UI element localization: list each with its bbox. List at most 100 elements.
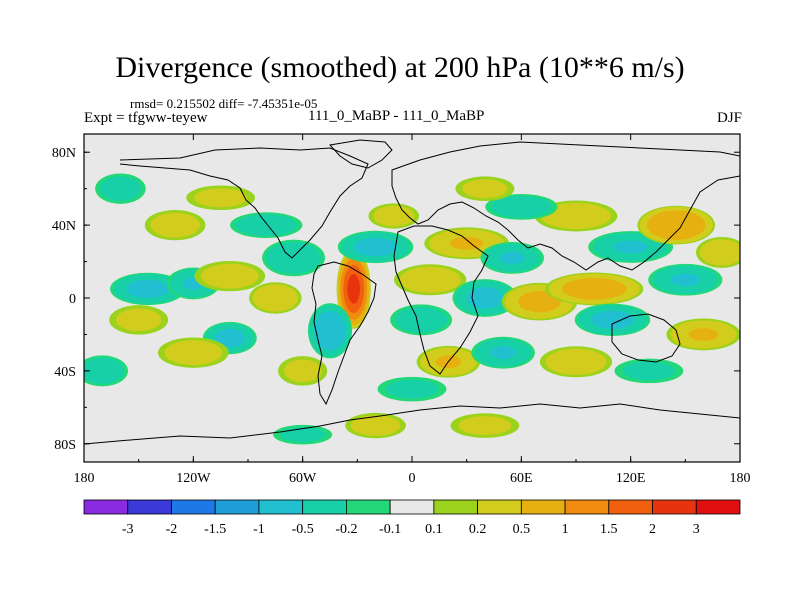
eurasia-coast xyxy=(391,141,740,271)
antarctica-coast xyxy=(84,403,740,462)
divergence-feature xyxy=(450,413,520,438)
divergence-feature xyxy=(471,336,535,369)
divergence-contour xyxy=(350,415,401,436)
colorbar-swatch xyxy=(302,499,347,515)
divergence-contour xyxy=(150,212,200,238)
colorbar-swatch xyxy=(520,499,566,515)
colorbar-label: 1.5 xyxy=(600,522,618,537)
divergence-contour xyxy=(99,176,142,202)
divergence-contour xyxy=(84,357,125,385)
x-tick-label: 180 xyxy=(74,471,95,486)
divergence-contour xyxy=(518,290,561,313)
divergence-feature xyxy=(452,279,518,317)
divergence-contour xyxy=(115,308,162,332)
divergence-feature xyxy=(695,236,740,268)
x-tick-label: 180 xyxy=(730,471,751,486)
divergence-feature xyxy=(337,230,414,264)
divergence-feature xyxy=(230,212,303,239)
colorbar-swatch xyxy=(171,499,216,515)
x-tick-label: 60W xyxy=(289,471,317,486)
colorbar-label: -2 xyxy=(166,522,178,537)
colorbar-swatch xyxy=(258,499,304,515)
divergence-feature xyxy=(666,318,740,351)
divergence-feature xyxy=(648,263,723,296)
season-label: DJF xyxy=(716,110,742,126)
divergence-contour xyxy=(373,205,415,227)
divergence-contour xyxy=(399,266,461,293)
y-tick-label: 40N xyxy=(52,219,76,234)
divergence-feature xyxy=(545,272,644,306)
colorbar-swatch xyxy=(695,499,741,515)
divergence-contour xyxy=(688,328,719,341)
divergence-contour xyxy=(458,416,512,436)
colorbar-label: 0.5 xyxy=(513,522,531,537)
divergence-contour xyxy=(394,306,448,334)
divergence-contour xyxy=(699,239,740,266)
divergence-feature xyxy=(273,424,333,445)
divergence-feature xyxy=(307,303,353,359)
divergence-contour xyxy=(449,237,484,250)
colorbar-label: 3 xyxy=(693,522,700,537)
colorbar-label: -1 xyxy=(253,522,265,537)
divergence-feature xyxy=(84,355,129,387)
axes: 180 120W 60W 0 60E 120E 180 80N 40N 0 40S 80S xyxy=(52,134,751,486)
divergence-contour xyxy=(314,311,346,351)
chart-title: Divergence (smoothed) at 200 hPa (10**6 … xyxy=(115,51,685,84)
x-tick-label: 60E xyxy=(510,471,533,486)
divergence-contour xyxy=(283,359,322,383)
divergence-contour xyxy=(462,179,508,199)
divergence-contour xyxy=(622,361,676,381)
divergence-feature xyxy=(110,272,186,306)
divergence-feature xyxy=(574,303,651,337)
y-tick-label: 80S xyxy=(54,438,76,453)
divergence-feature xyxy=(157,337,229,368)
colorbar: -3 -2 -1.5 -1 -0.5 -0.2 -0.1 0.1 0.2 0.5 1 1.5 2 3 xyxy=(83,499,741,537)
divergence-feature xyxy=(637,205,716,245)
divergence-feature xyxy=(394,264,467,296)
divergence-contour xyxy=(347,274,361,304)
divergence-feature xyxy=(95,173,146,204)
divergence-contour xyxy=(266,241,321,274)
divergence-feature xyxy=(377,376,447,402)
coastlines xyxy=(84,139,740,462)
divergence-feature xyxy=(278,356,328,386)
divergence-contour xyxy=(545,348,607,375)
divergence-contour xyxy=(200,263,259,289)
divergence-contour xyxy=(613,240,648,254)
colorbar-label: 1 xyxy=(562,522,569,537)
colorbar-swatch xyxy=(652,499,697,515)
divergence-contour xyxy=(490,346,516,359)
colorbar-swatch xyxy=(214,499,260,515)
divergence-feature xyxy=(186,185,256,211)
divergence-feature xyxy=(368,203,420,229)
divergence-contour xyxy=(252,284,299,312)
divergence-feature xyxy=(109,305,169,335)
divergence-contour xyxy=(490,195,553,218)
divergence-feature xyxy=(614,358,684,384)
north-america-coast xyxy=(119,147,369,259)
rmsd-diff-stats: rmsd= 0.215502 diff= -7.45351e-05 xyxy=(130,96,318,111)
colorbar-label: -0.1 xyxy=(379,522,401,537)
australia-coast xyxy=(611,313,681,363)
colorbar-swatch xyxy=(433,499,479,515)
divergence-contour xyxy=(235,214,297,237)
divergence-feature xyxy=(194,260,266,292)
x-tick-label: 0 xyxy=(409,471,416,486)
divergence-feature xyxy=(455,176,515,201)
colorbar-label: 0.1 xyxy=(425,522,443,537)
divergence-contour xyxy=(194,188,248,208)
divergence-contour xyxy=(214,328,246,348)
divergence-feature xyxy=(485,193,558,220)
divergence-contour xyxy=(466,287,504,309)
divergence-contour xyxy=(646,210,706,240)
colorbar-swatch xyxy=(608,499,653,515)
y-tick-label: 0 xyxy=(69,292,76,307)
colorbar-swatch xyxy=(345,499,391,515)
divergence-contour xyxy=(561,278,627,300)
divergence-feature xyxy=(249,282,302,314)
divergence-contour xyxy=(279,427,326,443)
africa-coast xyxy=(393,225,489,375)
colorbar-label: -0.2 xyxy=(335,522,357,537)
colorbar-swatch xyxy=(127,499,172,515)
